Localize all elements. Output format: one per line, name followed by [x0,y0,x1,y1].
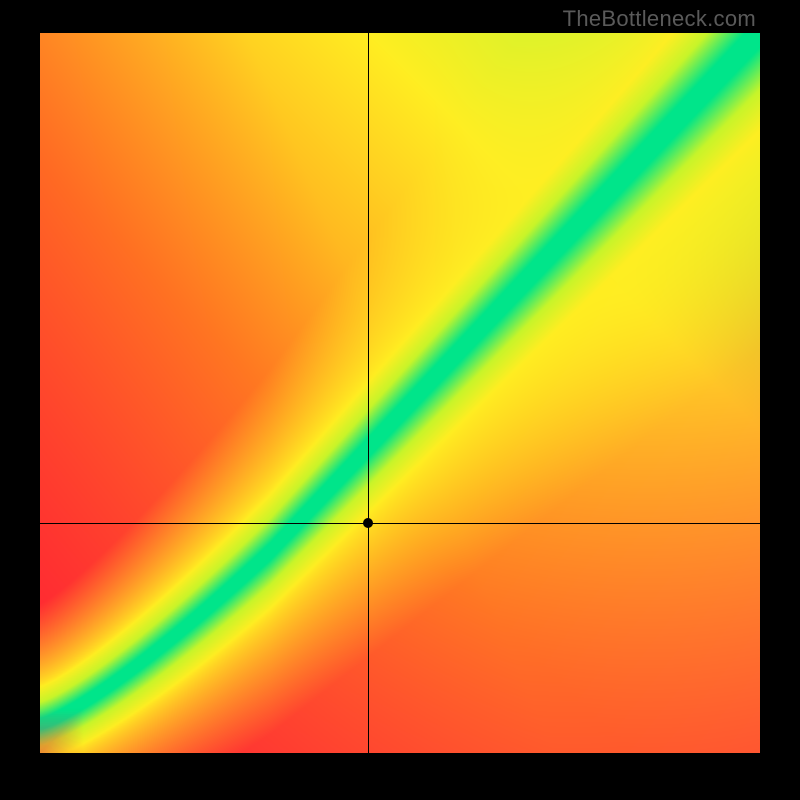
crosshair-horizontal [40,523,760,524]
watermark-text: TheBottleneck.com [563,6,756,32]
plot-area [40,33,760,753]
heatmap-canvas [40,33,760,753]
marker-dot [363,518,373,528]
chart-container: TheBottleneck.com [0,0,800,800]
crosshair-vertical [368,33,369,753]
